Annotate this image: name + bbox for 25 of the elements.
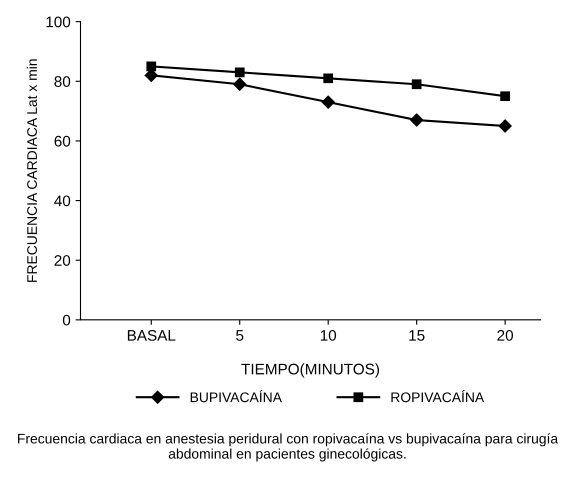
y-tick-label: 40: [54, 195, 70, 206]
point: [234, 67, 245, 78]
point: [233, 78, 246, 91]
text: Frecuencia cardiaca en anestesia peridural con ropivacaína vs bupivacaína para cirugía abdominal en pacientes ginecológicas.: [18, 433, 558, 462]
y-tick-label: 20: [54, 255, 70, 266]
y-tick-label: 100: [46, 16, 70, 28]
point: [412, 79, 422, 90]
legend-label: ROPIVACAÍNA: [391, 390, 484, 402]
point: [500, 91, 510, 102]
y-axis-title: FRECUENCIA CARDIACA Lat x min: [26, 59, 37, 282]
y-tick-label: 60: [54, 136, 70, 147]
x-tick-label: 20: [497, 330, 514, 341]
point: [322, 96, 335, 109]
point: [410, 113, 424, 127]
y-tick-label: 80: [54, 76, 70, 87]
x-tick-label: BASAL: [128, 330, 176, 341]
point: [323, 73, 334, 84]
legend-label: BUPIVACAÍNA: [190, 390, 282, 402]
y-tick-label: 0: [62, 314, 70, 326]
x-axis-title: TIEMPO(MINUTOS): [241, 363, 380, 378]
point: [146, 62, 156, 72]
point: [498, 119, 512, 133]
x-tick-label: 10: [320, 330, 336, 341]
x-tick-label: 15: [409, 330, 425, 341]
x-tick-label: 5: [236, 330, 244, 341]
